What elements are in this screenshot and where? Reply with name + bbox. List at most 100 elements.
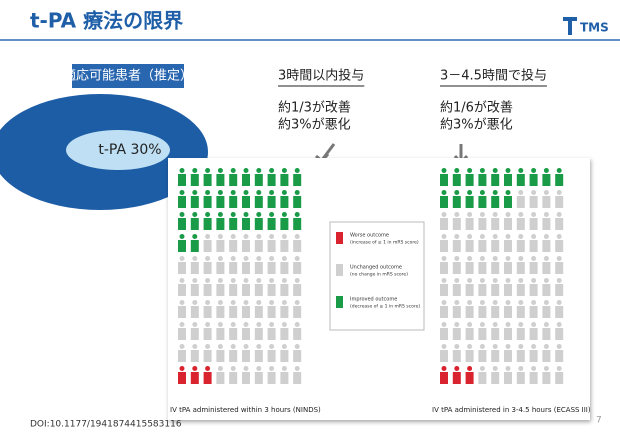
icon-head: [230, 344, 236, 349]
unchanged-icon: [529, 366, 538, 384]
unchanged-icon: [280, 256, 289, 274]
icon-body: [478, 218, 487, 230]
icon-body: [254, 196, 263, 208]
icon-body: [203, 196, 212, 208]
icon-head: [543, 366, 549, 371]
icon-body: [478, 196, 487, 208]
icon-head: [294, 212, 300, 217]
icon-head: [192, 256, 198, 261]
unchanged-icon: [216, 344, 225, 362]
icon-body: [280, 328, 289, 340]
icon-head: [556, 168, 562, 173]
icon-head: [479, 344, 485, 349]
outcome-icon: [242, 190, 250, 208]
unchanged-icon: [203, 278, 212, 296]
unchanged-icon: [542, 300, 551, 318]
outcome-icon: [440, 168, 448, 186]
icon-body: [529, 240, 538, 252]
unchanged-icon: [254, 366, 263, 384]
icon-head: [192, 366, 198, 371]
icon-body: [516, 350, 525, 362]
icon-body: [440, 218, 448, 230]
unchanged-icon: [555, 366, 564, 384]
unchanged-icon: [504, 322, 512, 340]
icon-head: [192, 300, 198, 305]
icon-body: [440, 262, 448, 274]
icon-head: [205, 366, 211, 371]
icon-head: [294, 278, 300, 283]
legend-subtitle: (decrease of ≥ 1 in mRS score): [350, 304, 420, 310]
icon-head: [256, 212, 262, 217]
icon-head: [531, 168, 537, 173]
unchanged-icon: [242, 300, 250, 318]
icon-body: [267, 350, 276, 362]
outcome-icon: [465, 366, 474, 384]
unchanged-icon: [178, 322, 186, 340]
unchanged-icon: [478, 212, 487, 230]
icon-head: [205, 344, 211, 349]
icon-body: [478, 350, 487, 362]
outcome-icon: [216, 212, 225, 230]
icon-head: [281, 322, 287, 327]
icon-head: [281, 212, 287, 217]
unchanged-icon: [229, 344, 238, 362]
legend-subtitle: (no change in mRS score): [350, 272, 408, 278]
icon-head: [531, 322, 537, 327]
icon-body: [267, 174, 276, 186]
unchanged-icon: [504, 256, 512, 274]
icon-body: [190, 218, 199, 230]
icon-head: [243, 344, 249, 349]
unchanged-icon: [465, 256, 474, 274]
icon-body: [452, 284, 461, 296]
outcome-icon: [229, 190, 238, 208]
unchanged-icon: [516, 300, 525, 318]
unchanged-icon: [178, 344, 186, 362]
icon-head: [256, 256, 262, 261]
icon-body: [178, 350, 186, 362]
icon-head: [294, 366, 300, 371]
icon-head: [205, 168, 211, 173]
icon-head: [543, 322, 549, 327]
icon-body: [440, 306, 448, 318]
icon-body: [452, 240, 461, 252]
column-line: 約1/3が改善: [278, 100, 351, 116]
icon-head: [505, 322, 511, 327]
outcome-icon: [555, 168, 564, 186]
badge-box: [72, 64, 184, 88]
icon-head: [217, 212, 223, 217]
icon-head: [518, 300, 524, 305]
icon-head: [205, 278, 211, 283]
icon-body: [242, 196, 250, 208]
icon-head: [256, 190, 262, 195]
icon-head: [505, 366, 511, 371]
icon-head: [230, 256, 236, 261]
icon-body: [516, 196, 525, 208]
legend-title: Worse outcome: [350, 233, 389, 239]
unchanged-icon: [293, 300, 302, 318]
icon-head: [518, 168, 524, 173]
outcome-icon: [452, 366, 461, 384]
outcome-icon: [504, 190, 512, 208]
icon-body: [465, 240, 474, 252]
icon-head: [467, 168, 473, 173]
unchanged-icon: [229, 366, 238, 384]
unchanged-icon: [504, 366, 512, 384]
icon-head: [441, 256, 447, 261]
icon-head: [492, 344, 498, 349]
unchanged-icon: [491, 212, 500, 230]
unchanged-icon: [478, 344, 487, 362]
icon-body: [529, 262, 538, 274]
icon-body: [529, 328, 538, 340]
unchanged-icon: [555, 344, 564, 362]
icon-head: [505, 300, 511, 305]
icon-head: [179, 234, 185, 239]
icon-body: [516, 218, 525, 230]
icon-body: [254, 372, 263, 384]
icon-body: [555, 328, 564, 340]
icon-head: [281, 278, 287, 283]
icon-body: [178, 196, 186, 208]
icon-head: [256, 300, 262, 305]
unchanged-icon: [254, 278, 263, 296]
icon-body: [254, 174, 263, 186]
unchanged-icon: [280, 300, 289, 318]
